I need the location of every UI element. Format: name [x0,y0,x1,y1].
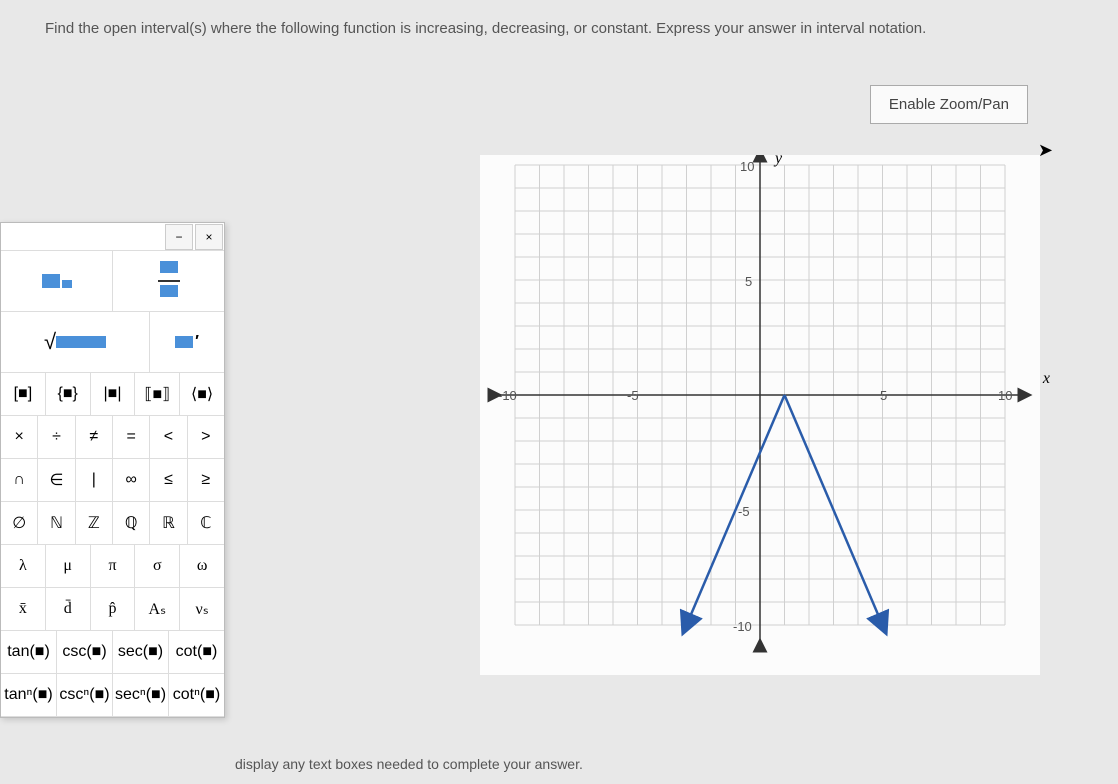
palette-infinity[interactable]: ∞ [113,459,150,501]
palette-reals[interactable]: ℝ [150,502,187,544]
palette-cot[interactable]: cot(■) [169,631,224,673]
palette-naturals[interactable]: ℕ [38,502,75,544]
palette-close-button[interactable]: × [195,224,223,250]
tick-x-neg5: -5 [627,388,639,403]
tick-x-5: 5 [880,388,887,403]
palette-pi[interactable]: π [91,545,136,587]
palette-gt[interactable]: > [188,416,224,458]
palette-lambda[interactable]: λ [1,545,46,587]
palette-sigma[interactable]: σ [135,545,180,587]
tick-x-10: 10 [998,388,1012,403]
y-axis-label: y [775,150,782,168]
palette-row-templates-1 [1,251,224,312]
palette-nu-sub[interactable]: νₛ [180,588,224,630]
palette-fraction-button[interactable] [113,251,224,311]
palette-omega[interactable]: ω [180,545,224,587]
palette-row-greek: λ μ π σ ω [1,545,224,588]
graph-panel[interactable]: y x -10 -5 5 10 10 5 -5 -10 [480,155,1040,675]
palette-leq[interactable]: ≤ [150,459,187,501]
palette-a-sub[interactable]: Aₛ [135,588,180,630]
palette-csc[interactable]: csc(■) [57,631,113,673]
palette-placeholder-button[interactable] [1,251,113,311]
palette-sqrt-button[interactable]: √ [1,312,150,372]
palette-complex[interactable]: ℂ [188,502,224,544]
zoom-pan-button[interactable]: Enable Zoom/Pan [870,85,1028,124]
palette-prime-button[interactable]: ′ [150,312,224,372]
question-text: Find the open interval(s) where the foll… [45,20,926,37]
palette-neq[interactable]: ≠ [76,416,113,458]
palette-integers[interactable]: ℤ [76,502,113,544]
palette-bracket-double[interactable]: ⟦■⟧ [135,373,180,415]
palette-row-ops: × ÷ ≠ = < > [1,416,224,459]
palette-csc-n[interactable]: cscⁿ(■) [57,674,113,716]
tick-y-5: 5 [745,274,752,289]
graph-svg [480,155,1040,675]
palette-row-numbersets: ∅ ℕ ℤ ℚ ℝ ℂ [1,502,224,545]
tick-x-neg10: -10 [498,388,517,403]
palette-lt[interactable]: < [150,416,187,458]
palette-sec-n[interactable]: secⁿ(■) [113,674,169,716]
palette-titlebar: − × [1,223,224,251]
palette-xbar[interactable]: x̄ [1,588,46,630]
palette-row-templates-2: √ ′ [1,312,224,373]
palette-phat[interactable]: p̂ [91,588,136,630]
instruction-text: display any text boxes needed to complet… [235,756,583,772]
palette-tan[interactable]: tan(■) [1,631,57,673]
palette-sec[interactable]: sec(■) [113,631,169,673]
palette-rationals[interactable]: ℚ [113,502,150,544]
palette-row-trig-pow: tanⁿ(■) cscⁿ(■) secⁿ(■) cotⁿ(■) [1,674,224,717]
palette-eq[interactable]: = [113,416,150,458]
palette-dbar[interactable]: d̄ [46,588,91,630]
palette-emptyset[interactable]: ∅ [1,502,38,544]
palette-divide[interactable]: ÷ [38,416,75,458]
palette-geq[interactable]: ≥ [188,459,224,501]
palette-cot-n[interactable]: cotⁿ(■) [169,674,224,716]
palette-row-trig: tan(■) csc(■) sec(■) cot(■) [1,631,224,674]
tick-y-neg10: -10 [733,619,752,634]
palette-row-brackets: [■] {■} |■| ⟦■⟧ ⟨■⟩ [1,373,224,416]
symbol-palette: − × √ ′ [■] {■} |■| ⟦■⟧ ⟨■⟩ × ÷ ≠ = < [0,222,225,718]
tick-y-10: 10 [740,159,754,174]
x-axis-label: x [1043,370,1050,388]
palette-row-sets: ∩ ∈ | ∞ ≤ ≥ [1,459,224,502]
palette-bracket-square[interactable]: [■] [1,373,46,415]
palette-mu[interactable]: μ [46,545,91,587]
palette-tan-n[interactable]: tanⁿ(■) [1,674,57,716]
palette-bracket-curly[interactable]: {■} [46,373,91,415]
palette-intersect[interactable]: ∩ [1,459,38,501]
palette-times[interactable]: × [1,416,38,458]
cursor-icon: ➤ [1038,140,1053,161]
palette-bracket-abs[interactable]: |■| [91,373,136,415]
palette-bracket-angle[interactable]: ⟨■⟩ [180,373,224,415]
palette-bar[interactable]: | [76,459,113,501]
tick-y-neg5: -5 [738,504,750,519]
palette-minimize-button[interactable]: − [165,224,193,250]
palette-row-stats: x̄ d̄ p̂ Aₛ νₛ [1,588,224,631]
palette-elementof[interactable]: ∈ [38,459,75,501]
